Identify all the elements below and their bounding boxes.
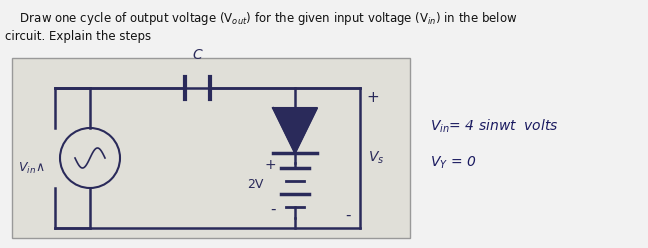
Text: V$_{in}$∧: V$_{in}$∧ [18,160,45,176]
Text: V$_{in}$= 4 sinwt  volts: V$_{in}$= 4 sinwt volts [430,118,559,135]
Text: C: C [192,48,202,62]
Bar [12,58,410,238]
Text: -: - [270,201,276,217]
Text: +: + [264,158,276,172]
Text: circuit. Explain the steps: circuit. Explain the steps [5,30,151,43]
Text: Draw one cycle of output voltage (V$_{out}$) for the given input voltage (V$_{in: Draw one cycle of output voltage (V$_{ou… [5,10,517,27]
Text: V$_s$: V$_s$ [368,150,384,166]
Text: -: - [345,208,351,223]
Text: +: + [366,90,378,105]
Text: V$_Y$ = 0: V$_Y$ = 0 [430,155,476,171]
Polygon shape [273,108,317,153]
Text: 2V: 2V [247,179,263,191]
